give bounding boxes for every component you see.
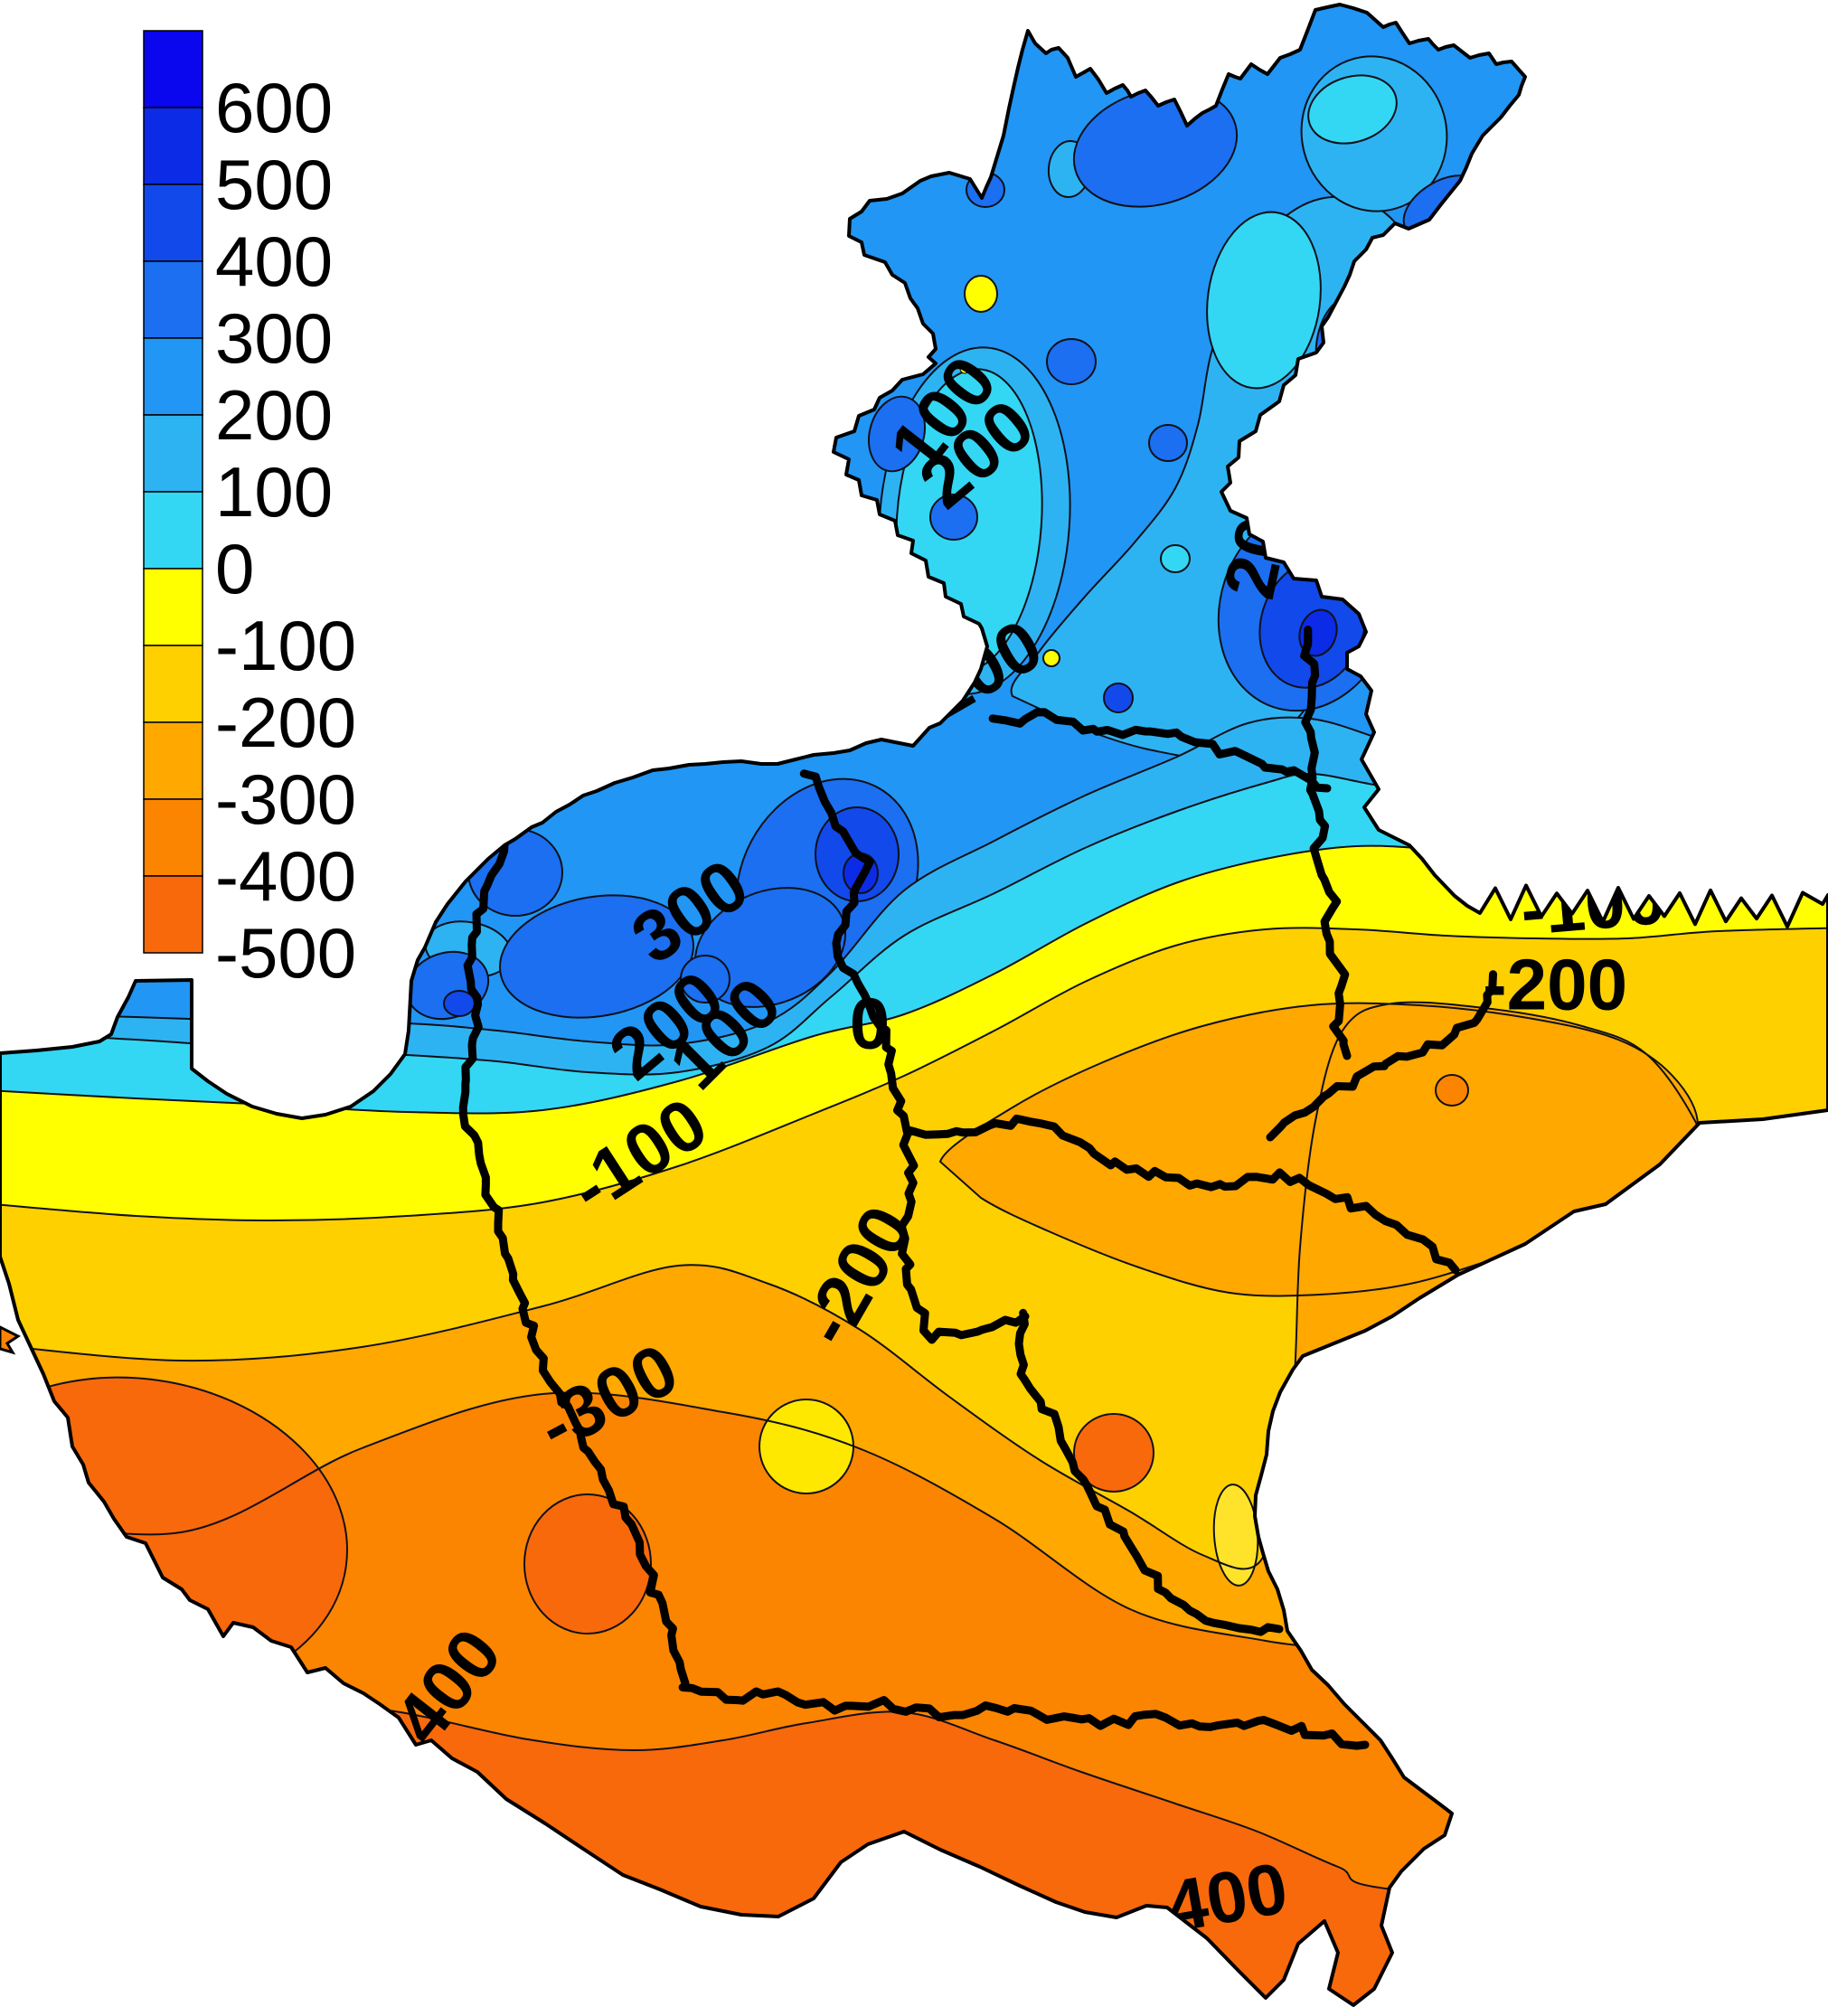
svg-text:0: 0 [215, 529, 254, 608]
svg-text:-200: -200 [215, 683, 356, 762]
svg-text:-100: -100 [215, 606, 356, 685]
svg-text:-300: -300 [215, 759, 356, 839]
svg-text:0: 0 [850, 984, 890, 1064]
svg-text:-400: -400 [215, 836, 356, 916]
svg-text:-200: -200 [1483, 945, 1627, 1025]
svg-text:100: 100 [215, 452, 333, 532]
svg-text:200: 200 [215, 375, 333, 455]
svg-text:-500: -500 [215, 913, 356, 993]
svg-text:400: 400 [215, 221, 333, 301]
svg-text:300: 300 [215, 298, 333, 378]
svg-text:600: 600 [215, 68, 333, 147]
svg-text:500: 500 [215, 145, 333, 224]
